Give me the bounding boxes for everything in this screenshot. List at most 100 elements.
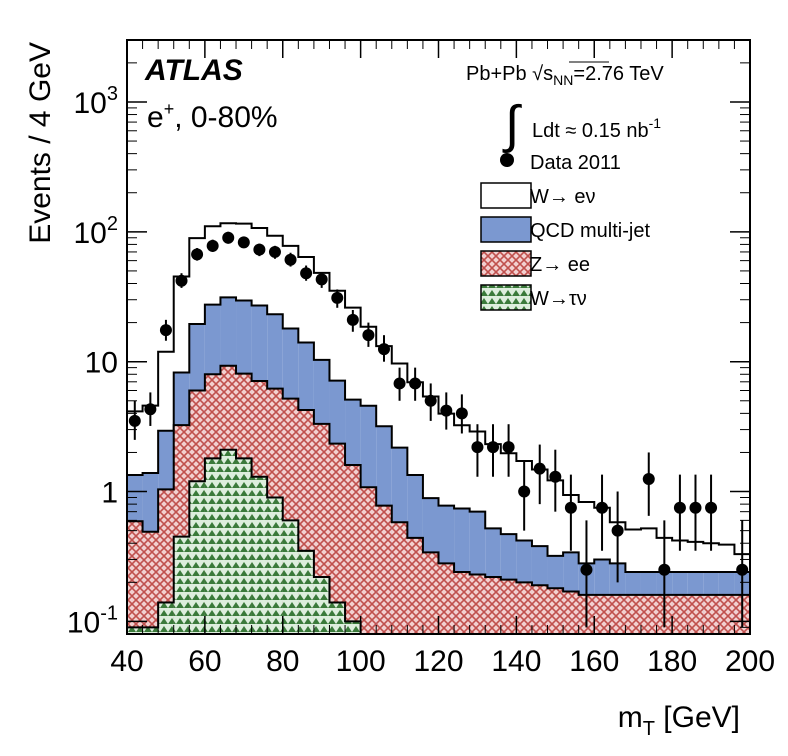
histogram-bar: [500, 579, 517, 634]
x-tick-label: 120: [413, 645, 463, 678]
data-marker: [611, 524, 624, 537]
data-point: [658, 520, 671, 628]
data-marker: [144, 403, 157, 416]
histogram-bar: [454, 572, 470, 634]
legend-swatch: [480, 216, 532, 243]
data-point: [502, 424, 515, 477]
data-marker: [424, 394, 437, 407]
histogram-bar: [345, 621, 361, 634]
data-marker: [642, 472, 655, 485]
histogram-bar: [236, 458, 252, 634]
data-point: [237, 236, 250, 249]
data-point: [549, 449, 562, 512]
histogram-bar: [251, 476, 268, 634]
histogram-bar: [127, 521, 143, 634]
data-marker: [159, 324, 172, 337]
histogram-bar: [485, 576, 501, 634]
histogram-outline: [126, 296, 751, 634]
integral-sign: ∫: [502, 96, 522, 154]
data-marker: [300, 267, 313, 280]
data-point: [455, 394, 468, 434]
histogram-outline: [126, 364, 751, 634]
x-tick-label: 200: [725, 645, 775, 678]
legend-data-marker: [500, 153, 514, 167]
data-marker: [377, 343, 390, 356]
histogram-bar: [220, 449, 237, 634]
histogram-bar: [469, 574, 486, 634]
data-point: [487, 424, 500, 477]
data-point: [393, 367, 406, 401]
data-point: [175, 273, 188, 288]
data-point: [673, 474, 686, 551]
data-point: [564, 474, 577, 551]
legend-entry: Z→ ee: [480, 250, 590, 277]
data-marker: [533, 462, 546, 475]
stacked-histograms: [126, 222, 751, 635]
channel-label: e+, 0-80%: [147, 99, 278, 134]
histogram-bar: [329, 443, 346, 634]
data-point: [346, 310, 359, 332]
data-point: [409, 367, 422, 401]
legend-label: W→τν: [530, 288, 587, 310]
legend-swatch: [480, 250, 532, 277]
histogram-bar: [547, 588, 564, 634]
data-point: [471, 424, 484, 477]
data-marker: [502, 441, 515, 454]
data-point: [424, 383, 437, 421]
series-w-: [126, 448, 750, 635]
histogram-bar: [158, 602, 174, 634]
data-point: [300, 265, 313, 281]
x-tick-label: 140: [491, 645, 541, 678]
x-tick-label: 60: [188, 645, 221, 678]
data-point: [268, 245, 281, 259]
histogram-bar: [625, 594, 641, 634]
atlas-label: ATLAS: [144, 54, 243, 87]
histogram-bar: [142, 627, 159, 634]
collision-label: Pb+Pb √sNN=2.76 TeV: [466, 63, 664, 88]
histogram-bar: [531, 585, 548, 634]
data-marker: [393, 377, 406, 390]
legend-entry: Data 2011: [500, 152, 621, 174]
data-point: [705, 474, 718, 551]
histogram-bar: [422, 552, 439, 634]
histogram-bar: [640, 594, 657, 634]
histogram-bar: [703, 594, 719, 634]
histogram-bar: [204, 458, 221, 634]
data-point: [222, 231, 235, 244]
data-marker: [175, 274, 188, 287]
data-marker: [658, 563, 671, 576]
legend-entry: W→ eν: [480, 182, 596, 209]
x-tick-label: 80: [266, 645, 299, 678]
data-marker: [206, 239, 219, 252]
y-tick-label: 10-1: [67, 602, 118, 639]
data-point: [331, 289, 344, 308]
legend: Data 2011 W→ eν QCD multi-jet Z→ ee W→τν: [480, 152, 650, 311]
data-point: [191, 248, 204, 261]
data-marker: [673, 501, 686, 514]
histogram-bar: [391, 522, 408, 634]
histogram-bar: [142, 531, 159, 634]
data-marker: [549, 470, 562, 483]
y-tick-label: 1: [101, 477, 118, 510]
data-point: [642, 452, 655, 516]
data-marker: [346, 313, 359, 326]
histogram-bar: [718, 594, 735, 634]
data-point: [284, 252, 297, 267]
data-point: [144, 392, 157, 426]
histogram-bar: [360, 487, 377, 634]
legend-entry: QCD multi-jet: [480, 216, 650, 243]
histogram-bar: [516, 582, 532, 634]
histogram-bar: [594, 594, 610, 634]
data-points: [128, 231, 749, 628]
legend-label: Z→ ee: [530, 254, 590, 276]
data-marker: [487, 441, 500, 454]
data-marker: [596, 501, 609, 514]
data-marker: [191, 248, 204, 261]
data-point: [736, 520, 749, 628]
x-tick-label: 100: [336, 645, 386, 678]
data-marker: [222, 231, 235, 244]
legend-label: QCD multi-jet: [530, 220, 650, 242]
histogram-bar: [267, 497, 283, 634]
histogram-outline: [126, 222, 751, 634]
